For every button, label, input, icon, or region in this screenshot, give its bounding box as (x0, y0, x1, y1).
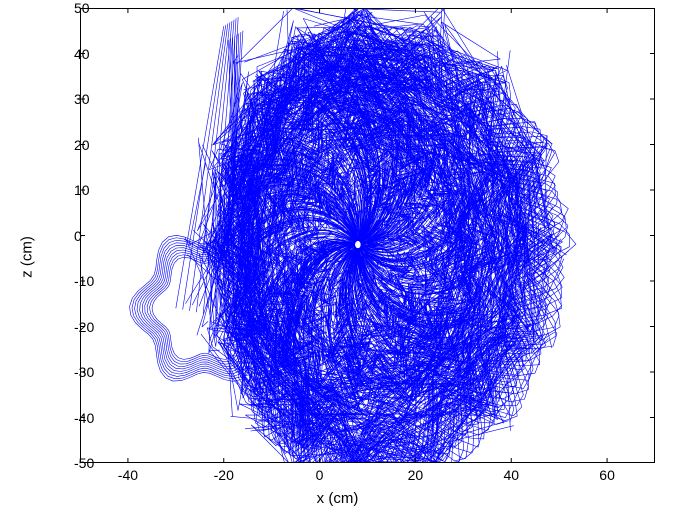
x-tick-label: 0 (316, 467, 324, 483)
plot-area (80, 8, 655, 463)
x-tick-label: -20 (214, 467, 234, 483)
x-tick-label: 60 (599, 467, 615, 483)
y-axis-label: z (cm) (18, 236, 35, 278)
x-tick-label: 20 (408, 467, 424, 483)
x-axis-label: x (cm) (317, 490, 359, 507)
x-tick-label: 40 (503, 467, 519, 483)
chart-container: z (cm) x (cm) -40-200204060 -50-40-30-20… (0, 0, 675, 513)
x-tick-label: -40 (118, 467, 138, 483)
